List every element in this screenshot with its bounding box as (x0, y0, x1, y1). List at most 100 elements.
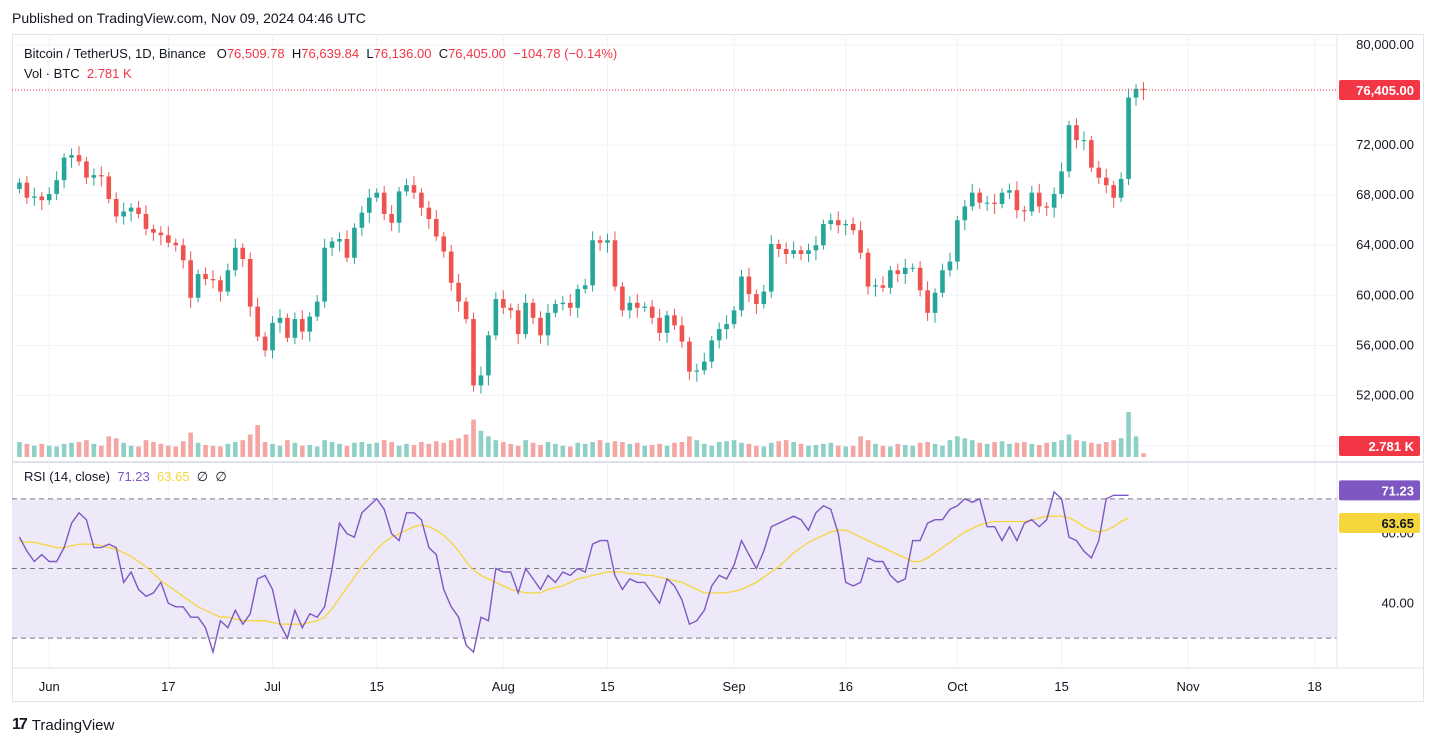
volume-bar (701, 443, 707, 457)
candle-body (768, 243, 774, 292)
time-tick-label: Aug (492, 679, 515, 694)
volume-bar (888, 446, 893, 457)
candle-body (329, 241, 335, 248)
legend-vol-label[interactable]: Vol · BTC (24, 66, 80, 81)
last-price-badge-bg (1339, 80, 1420, 101)
volume-bar (54, 446, 59, 457)
legend-rsi-label[interactable]: RSI (14, close) (24, 469, 110, 484)
volume-bar (962, 438, 968, 457)
candle-body (776, 243, 782, 249)
rsi-line (18, 490, 1129, 655)
candle-body (821, 223, 826, 246)
candle-body (426, 207, 432, 219)
candle-body (433, 218, 439, 237)
candle-body (895, 270, 901, 275)
candle-body (515, 310, 521, 335)
volume-badge-bg (1339, 436, 1420, 456)
volume-bar (917, 442, 923, 457)
candle-body (381, 192, 387, 214)
volume-bar (329, 442, 335, 457)
candle-body (285, 317, 290, 338)
candle-body (873, 285, 878, 287)
legend-high: 76,639.84 (301, 46, 360, 61)
candle-body (679, 325, 685, 342)
candle-body (1103, 177, 1109, 186)
volume-bar (486, 436, 491, 457)
rsi-ma-badge-text: 63.65 (1381, 516, 1414, 531)
candle-body (173, 242, 179, 246)
volume-bar (374, 442, 380, 457)
candle-body (24, 182, 30, 198)
volume-bar (471, 419, 476, 457)
candle-body (314, 301, 320, 317)
candle-body (620, 286, 625, 311)
candle-body (731, 310, 737, 325)
volume-bars (17, 412, 1146, 457)
rsi-levels (12, 498, 1337, 639)
candle-body (121, 211, 126, 217)
volume-bar (828, 442, 834, 457)
volume-bar (947, 440, 953, 457)
candle-body (91, 175, 97, 178)
candle-body (240, 247, 246, 260)
candle-body (858, 230, 863, 253)
volume-bar (672, 442, 677, 457)
volume-bar (992, 442, 997, 457)
candle-body (880, 285, 886, 288)
volume-bar (210, 445, 216, 457)
price-tick-label: 52,000.00 (1356, 387, 1414, 402)
volume-bar (969, 440, 975, 457)
candles (17, 82, 1146, 394)
volume-bar (567, 446, 573, 457)
legend-symbol[interactable]: Bitcoin / TetherUS, 1D, Binance (24, 46, 206, 61)
rsi-badge: 71.23 (1339, 480, 1420, 501)
volume-bar (910, 445, 916, 457)
volume-bar (203, 445, 208, 457)
volume-bar (776, 441, 782, 457)
volume-bar (463, 434, 469, 457)
brand[interactable]: 17 TradingView (12, 716, 114, 734)
candle-body (791, 250, 796, 255)
volume-bar (523, 440, 528, 457)
time-tick-label: Oct (947, 679, 968, 694)
candle-body (969, 192, 975, 207)
candle-body (1089, 140, 1094, 168)
price-tick-label: 64,000.00 (1356, 237, 1414, 252)
volume-bar (1118, 438, 1124, 457)
candle-body (322, 247, 327, 302)
volume-bar (999, 441, 1005, 457)
candle-body (999, 192, 1005, 204)
candle-body (1096, 167, 1102, 178)
volume-bar (493, 440, 499, 457)
candle-body (113, 198, 119, 217)
price-tick-label: 80,000.00 (1356, 37, 1414, 52)
candle-body (463, 301, 469, 320)
volume-bar (396, 445, 402, 457)
legend-rsi-extra2: ∅ (215, 469, 227, 484)
volume-bar (620, 442, 625, 457)
volume-bar (940, 445, 945, 457)
volume-bar (32, 445, 37, 457)
volume-bar (285, 440, 290, 457)
time-tick-label: Jul (264, 679, 281, 694)
volume-bar (337, 443, 342, 457)
volume-bar (292, 442, 298, 457)
candle-body (1044, 206, 1049, 208)
rsi-ma-line (19, 515, 1129, 625)
volume-bar (262, 442, 268, 457)
candle-body (694, 370, 700, 372)
legend-open-label: O (216, 46, 227, 61)
volume-bar (180, 441, 186, 457)
volume-bar (687, 436, 692, 457)
candle-body (888, 270, 893, 288)
volume-bar (426, 443, 432, 457)
volume-bar (657, 443, 662, 457)
candle-body (523, 302, 528, 335)
candle-body (940, 270, 945, 293)
volume-bar (99, 445, 104, 457)
time-tick-label: 15 (1054, 679, 1068, 694)
last-price-badge: 76,405.00 (1339, 80, 1420, 101)
volume-bar (1007, 443, 1012, 457)
